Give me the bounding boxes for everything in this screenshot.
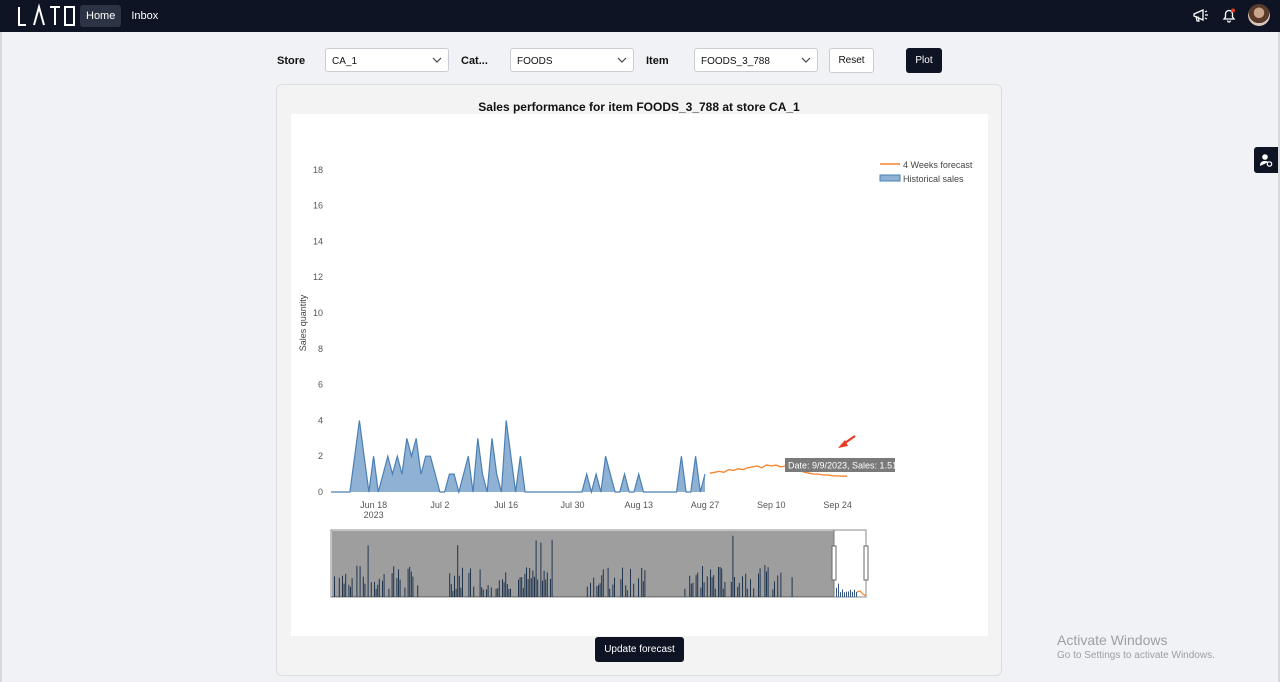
store-label: Store bbox=[277, 55, 306, 67]
chevron-down-icon bbox=[801, 57, 811, 63]
filter-bar: Store CA_1 Cat... FOODS Item FOODS_3_788… bbox=[0, 48, 1280, 74]
category-select-value: FOODS bbox=[517, 56, 553, 67]
plot-area bbox=[291, 114, 988, 636]
megaphone-icon[interactable] bbox=[1192, 6, 1210, 24]
item-label: Item bbox=[646, 55, 669, 67]
item-select-value: FOODS_3_788 bbox=[701, 56, 770, 67]
watermark-line1: Activate Windows bbox=[1057, 632, 1168, 648]
update-forecast-button[interactable]: Update forecast bbox=[595, 637, 684, 662]
lato-logo[interactable] bbox=[16, 3, 76, 29]
category-select[interactable]: FOODS bbox=[510, 48, 634, 72]
chevron-down-icon bbox=[432, 57, 442, 63]
watermark-line2: Go to Settings to activate Windows. bbox=[1057, 650, 1215, 661]
windows-activation-watermark: Activate Windows Go to Settings to activ… bbox=[1057, 632, 1215, 661]
store-select[interactable]: CA_1 bbox=[325, 48, 449, 72]
chart-title: Sales performance for item FOODS_3_788 a… bbox=[478, 100, 800, 114]
store-select-value: CA_1 bbox=[332, 56, 358, 67]
nav-inbox[interactable]: Inbox bbox=[131, 10, 159, 22]
user-settings-icon bbox=[1260, 154, 1273, 167]
plot-button[interactable]: Plot bbox=[906, 48, 942, 73]
reset-button[interactable]: Reset bbox=[829, 48, 874, 73]
bell-icon[interactable] bbox=[1220, 6, 1238, 24]
top-navigation-bar: Home Inbox bbox=[0, 0, 1280, 32]
chevron-down-icon bbox=[617, 57, 627, 63]
avatar[interactable] bbox=[1248, 4, 1270, 26]
item-select[interactable]: FOODS_3_788 bbox=[694, 48, 818, 72]
page-border-left bbox=[0, 32, 2, 682]
category-label: Cat... bbox=[461, 55, 488, 67]
side-panel-tab[interactable] bbox=[1254, 147, 1278, 173]
nav-home[interactable]: Home bbox=[80, 5, 122, 27]
page-border-right bbox=[1278, 32, 1280, 682]
